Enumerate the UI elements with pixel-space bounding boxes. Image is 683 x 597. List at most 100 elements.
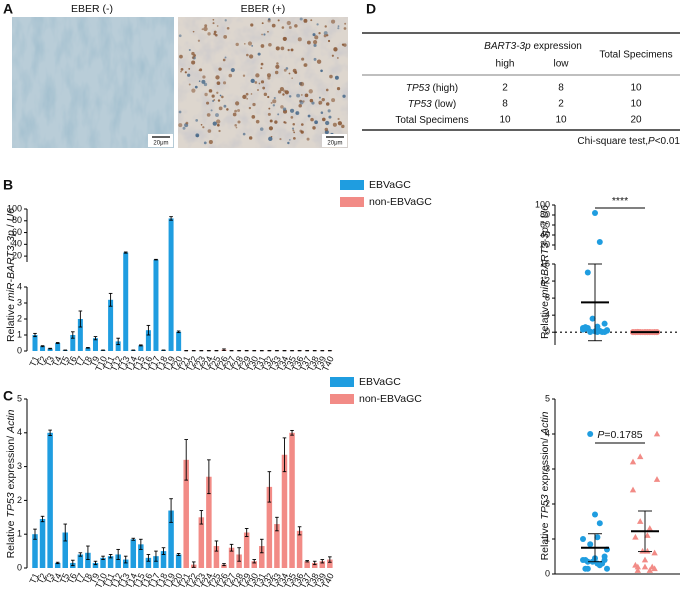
row-label: TP53 (low) [408,99,456,110]
nucleus [324,25,327,28]
nucleus [221,95,224,99]
nucleus [245,92,249,96]
point [646,525,653,531]
nucleus [341,43,345,46]
nucleus [323,34,327,38]
table-cell: 8 [502,99,508,110]
bar [115,554,121,568]
bar [47,348,53,351]
x-tick-label: T4 [50,355,64,369]
nucleus [268,126,274,131]
nucleus [293,131,296,134]
x-tick-label: T3 [43,355,57,369]
table-cell: 10 [499,115,511,126]
nucleus [271,23,276,28]
nucleus [234,109,238,113]
nucleus [202,126,205,129]
bar [251,561,257,568]
nucleus [197,39,201,42]
nucleus [191,88,196,93]
nucleus [291,127,295,130]
title-part: Actin [5,409,17,434]
nucleus [336,86,341,91]
y-tick-label: 5 [545,393,550,403]
x-tick-label: T1 [27,572,41,586]
y-tick-label: 2 [17,313,22,323]
row-label-part: TP53 [408,99,432,110]
bar [39,518,46,568]
nucleus [288,26,292,29]
nucleus [283,121,286,124]
nucleus [299,81,305,87]
y-tick-label: 1 [545,533,550,543]
bar [319,561,326,568]
nucleus [180,68,184,71]
nucleus [223,104,227,108]
nucleus [243,43,246,45]
y-tick-label: 3 [17,297,22,307]
nucleus [306,40,311,45]
nucleus [316,23,319,26]
y-tick-label: 2 [545,498,550,508]
nucleus [235,126,238,129]
bar [259,546,265,568]
panel-label: D [366,1,376,17]
nucleus [343,27,347,30]
x-tick-label: T6 [65,355,79,369]
y-tick-label: 60 [540,219,550,229]
nucleus [224,56,227,59]
nucleus [331,19,336,24]
nucleus [290,48,294,52]
table-cell: 8 [558,83,564,94]
nucleus [274,70,279,75]
x-tick-label: T4 [50,572,64,586]
nucleus [230,68,235,73]
point [580,536,586,542]
nucleus [277,90,282,94]
nucleus [300,93,303,96]
nucleus [285,67,289,70]
nucleus [248,136,253,140]
bar [311,562,318,568]
nucleus [195,119,199,122]
nucleus [252,102,256,107]
nucleus [277,19,280,22]
legend-swatch [330,394,354,404]
nucleus [301,57,305,61]
bar [274,524,280,568]
table-cell: 20 [630,115,642,126]
annotation-part: =0.1785 [604,429,642,441]
nucleus [216,81,221,86]
x-tick-label: T1 [27,355,41,369]
nucleus [267,112,271,116]
nucleus [193,54,196,57]
nucleus [268,136,273,141]
nucleus [199,68,203,72]
nucleus [263,33,266,36]
nucleus [291,77,293,79]
nucleus [215,33,218,37]
nucleus [328,115,332,119]
bar [55,343,61,351]
nucleus [210,109,213,112]
point [587,328,594,335]
nucleus [180,70,182,73]
y-tick-label: 4 [17,281,22,291]
nucleus [235,101,240,106]
nucleus [314,120,318,125]
nucleus [216,25,219,27]
nucleus [213,30,217,34]
bar [107,556,114,568]
nucleus [298,104,302,108]
nucleus [192,30,195,33]
bar [289,432,295,568]
point [639,547,646,554]
nucleus [182,126,186,130]
point [641,563,649,570]
bar [281,454,288,568]
nucleus [224,19,227,22]
nucleus [234,124,237,127]
legend-swatch [340,197,364,207]
bar [130,539,137,568]
nucleus [178,123,183,128]
